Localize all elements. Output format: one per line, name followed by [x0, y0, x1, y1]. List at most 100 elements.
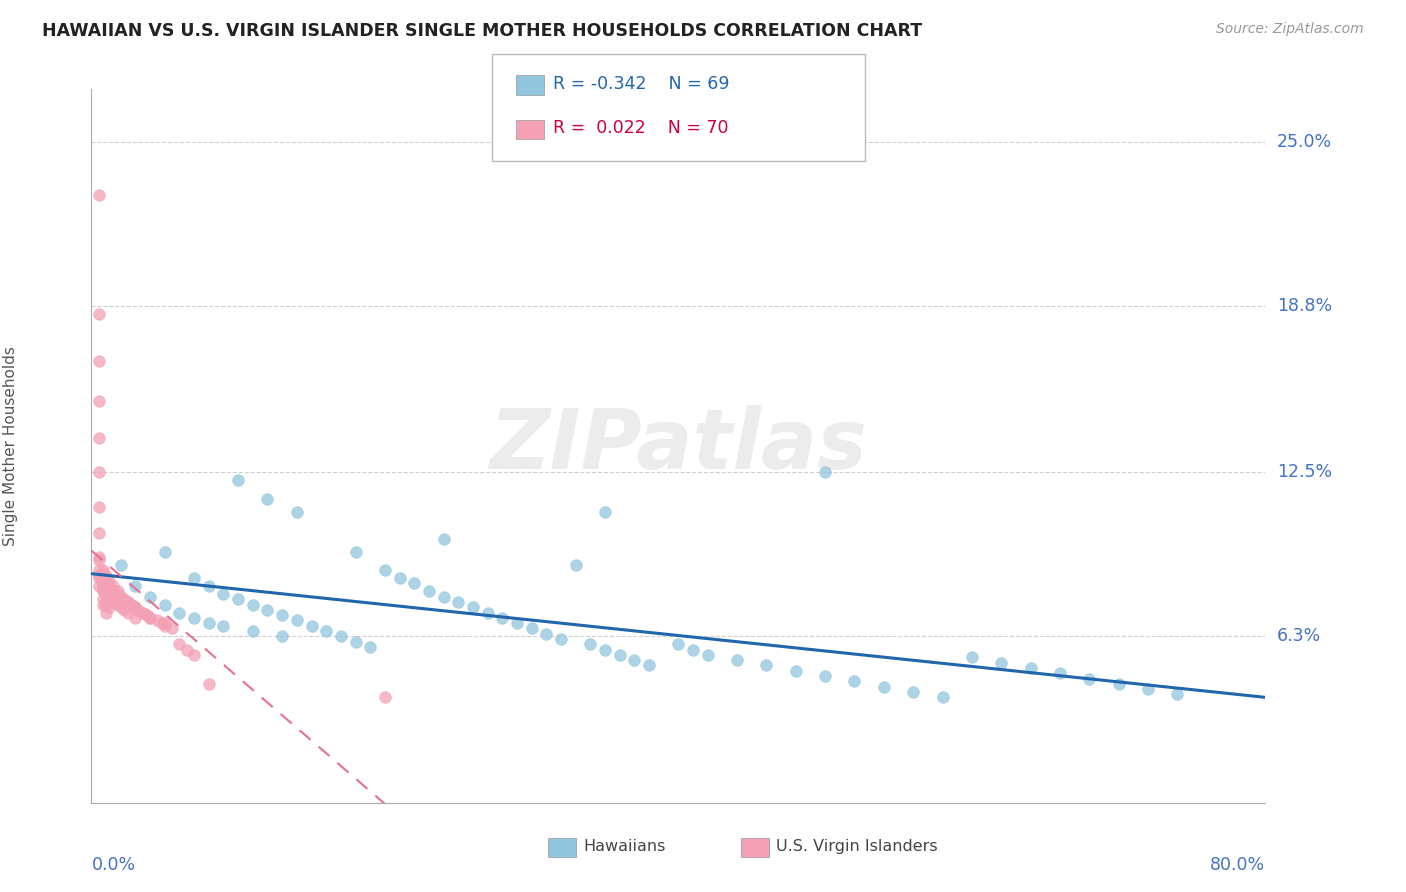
Point — [139, 611, 162, 625]
Point — [112, 592, 135, 607]
Point — [91, 566, 114, 580]
Point — [755, 658, 778, 673]
Point — [256, 491, 278, 506]
Point — [110, 558, 132, 572]
Point — [1108, 677, 1130, 691]
Point — [87, 188, 110, 202]
Point — [107, 598, 129, 612]
Point — [87, 579, 110, 593]
Point — [374, 690, 396, 704]
Point — [271, 629, 294, 643]
Text: 0.0%: 0.0% — [91, 855, 135, 873]
Point — [169, 606, 191, 620]
Point — [374, 563, 396, 577]
Point — [87, 568, 110, 582]
Point — [124, 611, 146, 625]
Point — [212, 618, 235, 632]
Point — [183, 648, 205, 662]
Point — [103, 595, 125, 609]
Point — [226, 592, 249, 607]
Point — [91, 598, 114, 612]
Point — [87, 354, 110, 368]
Point — [91, 563, 114, 577]
Text: 25.0%: 25.0% — [1277, 133, 1333, 151]
Point — [103, 584, 125, 599]
Point — [121, 598, 143, 612]
Point — [931, 690, 953, 704]
Point — [404, 576, 426, 591]
Point — [94, 598, 117, 612]
Point — [98, 590, 121, 604]
Point — [432, 590, 454, 604]
Point — [242, 598, 264, 612]
Point — [87, 466, 110, 480]
Point — [87, 500, 110, 514]
Point — [960, 650, 983, 665]
Point — [94, 584, 117, 599]
Point — [1019, 661, 1042, 675]
Point — [226, 474, 249, 488]
Point — [132, 606, 155, 620]
Point — [183, 571, 205, 585]
Point — [593, 642, 616, 657]
Point — [94, 595, 117, 609]
Point — [418, 584, 440, 599]
Point — [315, 624, 337, 638]
Point — [94, 571, 117, 585]
Point — [153, 618, 176, 632]
Point — [110, 590, 132, 604]
Point — [593, 505, 616, 519]
Point — [197, 677, 219, 691]
Point — [1136, 682, 1159, 697]
Point — [124, 600, 146, 615]
Point — [136, 608, 159, 623]
Text: 18.8%: 18.8% — [1277, 297, 1333, 315]
Point — [103, 579, 125, 593]
Text: Single Mother Households: Single Mother Households — [3, 346, 18, 546]
Point — [725, 653, 748, 667]
Point — [197, 579, 219, 593]
Text: R =  0.022    N = 70: R = 0.022 N = 70 — [553, 120, 728, 137]
Point — [94, 576, 117, 591]
Point — [873, 680, 896, 694]
Text: 6.3%: 6.3% — [1277, 627, 1322, 645]
Point — [623, 653, 645, 667]
Point — [285, 614, 308, 628]
Point — [139, 590, 162, 604]
Point — [520, 621, 543, 635]
Point — [87, 431, 110, 445]
Text: 12.5%: 12.5% — [1277, 464, 1333, 482]
Point — [785, 664, 807, 678]
Point — [87, 571, 110, 585]
Point — [94, 584, 117, 599]
Point — [87, 307, 110, 321]
Point — [903, 685, 925, 699]
Point — [609, 648, 631, 662]
Point — [990, 656, 1012, 670]
Point — [94, 606, 117, 620]
Point — [536, 626, 558, 640]
Point — [110, 600, 132, 615]
Text: Source: ZipAtlas.com: Source: ZipAtlas.com — [1216, 22, 1364, 37]
Point — [666, 637, 689, 651]
Point — [491, 611, 513, 625]
Point — [124, 600, 146, 615]
Point — [176, 642, 198, 657]
Point — [91, 584, 114, 599]
Point — [579, 637, 602, 651]
Point — [124, 579, 146, 593]
Point — [461, 600, 484, 615]
Point — [87, 552, 110, 566]
Point — [117, 595, 139, 609]
Point — [212, 587, 235, 601]
Point — [550, 632, 572, 646]
Text: Hawaiians: Hawaiians — [583, 839, 666, 854]
Point — [814, 466, 837, 480]
Point — [682, 642, 704, 657]
Point — [139, 611, 162, 625]
Point — [98, 600, 121, 615]
Point — [153, 616, 176, 631]
Point — [153, 598, 176, 612]
Point — [506, 616, 529, 631]
Point — [301, 618, 323, 632]
